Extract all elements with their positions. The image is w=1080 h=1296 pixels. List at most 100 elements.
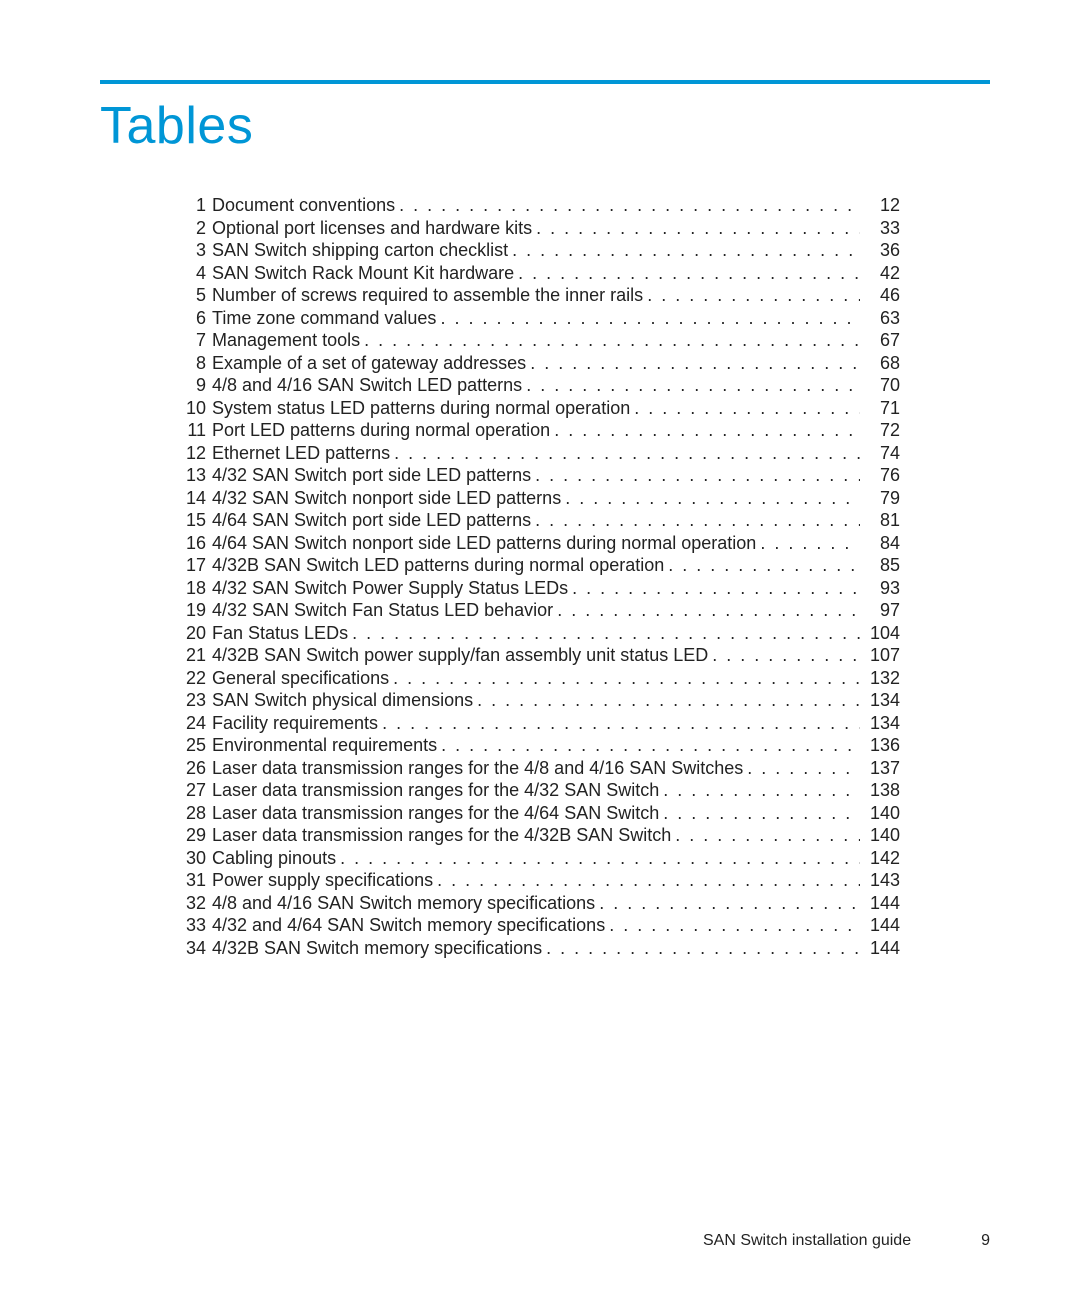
toc-entry-page: 36 xyxy=(860,239,900,262)
toc-entry-label: Laser data transmission ranges for the 4… xyxy=(212,757,743,780)
toc-entry-label: Port LED patterns during normal operatio… xyxy=(212,419,550,442)
toc-entry-number: 21 xyxy=(180,644,206,667)
footer-doc-title: SAN Switch installation guide xyxy=(703,1232,911,1250)
toc-leader-dots: . . . . . . . . . . . . . . . . . . . . … xyxy=(395,194,860,217)
toc-entry-label: Ethernet LED patterns xyxy=(212,442,390,465)
footer-page-number: 9 xyxy=(981,1232,990,1250)
toc-entry-number: 34 xyxy=(180,937,206,960)
toc-leader-dots: . . . . . . . . . . . . . . . . . . . . … xyxy=(561,487,860,510)
toc-entry-page: 142 xyxy=(860,847,900,870)
toc-leader-dots: . . . . . . . . . . . . . . . . . . . . … xyxy=(437,734,860,757)
toc-row: 7Management tools . . . . . . . . . . . … xyxy=(180,329,900,352)
toc-entry-number: 20 xyxy=(180,622,206,645)
toc-leader-dots: . . . . . . . . . . . . . . . . . . . . … xyxy=(473,689,860,712)
toc-entry-label: Optional port licenses and hardware kits xyxy=(212,217,532,240)
toc-leader-dots: . . . . . . . . . . . . . . . . . . . . … xyxy=(508,239,860,262)
toc-entry-number: 7 xyxy=(180,329,206,352)
toc-row: 5 Number of screws required to assemble t… xyxy=(180,284,900,307)
toc-entry-label: Laser data transmission ranges for the 4… xyxy=(212,802,659,825)
toc-entry-label: Cabling pinouts xyxy=(212,847,336,870)
toc-row: 12Ethernet LED patterns . . . . . . . . … xyxy=(180,442,900,465)
toc-entry-page: 144 xyxy=(860,892,900,915)
toc-leader-dots: . . . . . . . . . . . . . . . . . . . . … xyxy=(550,419,860,442)
toc-leader-dots: . . . . . . . . . . . . . . . . . . . . … xyxy=(433,869,860,892)
toc-entry-number: 14 xyxy=(180,487,206,510)
toc-entry-number: 2 xyxy=(180,217,206,240)
toc-entry-number: 29 xyxy=(180,824,206,847)
toc-entry-label: Number of screws required to assemble th… xyxy=(212,284,643,307)
toc-entry-number: 3 xyxy=(180,239,206,262)
toc-leader-dots: . . . . . . . . . . . . . . . . . . . . … xyxy=(743,757,860,780)
toc-leader-dots: . . . . . . . . . . . . . . . . . . . . … xyxy=(568,577,860,600)
toc-entry-number: 32 xyxy=(180,892,206,915)
tables-list: 1 Document conventions . . . . . . . . . … xyxy=(180,194,900,959)
toc-leader-dots: . . . . . . . . . . . . . . . . . . . . … xyxy=(708,644,860,667)
toc-entry-number: 33 xyxy=(180,914,206,937)
toc-entry-label: 4/32 SAN Switch Fan Status LED behavior xyxy=(212,599,553,622)
toc-leader-dots: . . . . . . . . . . . . . . . . . . . . … xyxy=(360,329,860,352)
toc-entry-page: 140 xyxy=(860,824,900,847)
toc-entry-page: 93 xyxy=(860,577,900,600)
toc-entry-number: 18 xyxy=(180,577,206,600)
toc-row: 28Laser data transmission ranges for the… xyxy=(180,802,900,825)
toc-entry-label: SAN Switch physical dimensions xyxy=(212,689,473,712)
toc-entry-label: 4/8 and 4/16 SAN Switch memory specifica… xyxy=(212,892,595,915)
toc-row: 20 Fan Status LEDs . . . . . . . . . . . … xyxy=(180,622,900,645)
toc-entry-page: 70 xyxy=(860,374,900,397)
toc-entry-number: 19 xyxy=(180,599,206,622)
section-title: Tables xyxy=(100,96,990,156)
toc-entry-number: 1 xyxy=(180,194,206,217)
toc-entry-page: 76 xyxy=(860,464,900,487)
toc-entry-number: 27 xyxy=(180,779,206,802)
toc-leader-dots: . . . . . . . . . . . . . . . . . . . . … xyxy=(336,847,860,870)
toc-entry-label: Example of a set of gateway addresses xyxy=(212,352,526,375)
page: Tables 1 Document conventions . . . . . .… xyxy=(0,0,1080,1296)
toc-entry-number: 12 xyxy=(180,442,206,465)
toc-row: 25Environmental requirements . . . . . .… xyxy=(180,734,900,757)
toc-entry-number: 25 xyxy=(180,734,206,757)
toc-entry-number: 23 xyxy=(180,689,206,712)
toc-entry-label: SAN Switch Rack Mount Kit hardware xyxy=(212,262,514,285)
toc-row: 134/32 SAN Switch port side LED patterns… xyxy=(180,464,900,487)
toc-row: 11Port LED patterns during normal operat… xyxy=(180,419,900,442)
toc-leader-dots: . . . . . . . . . . . . . . . . . . . . … xyxy=(542,937,860,960)
toc-row: 19 4/32 SAN Switch Fan Status LED behavio… xyxy=(180,599,900,622)
toc-entry-page: 42 xyxy=(860,262,900,285)
toc-entry-number: 17 xyxy=(180,554,206,577)
toc-entry-number: 5 xyxy=(180,284,206,307)
toc-row: 4SAN Switch Rack Mount Kit hardware . . … xyxy=(180,262,900,285)
toc-entry-page: 144 xyxy=(860,914,900,937)
toc-entry-label: 4/32 SAN Switch nonport side LED pattern… xyxy=(212,487,561,510)
toc-entry-page: 134 xyxy=(860,689,900,712)
toc-entry-number: 22 xyxy=(180,667,206,690)
toc-entry-page: 137 xyxy=(860,757,900,780)
toc-entry-page: 46 xyxy=(860,284,900,307)
toc-row: 214/32B SAN Switch power supply/fan asse… xyxy=(180,644,900,667)
toc-entry-label: Fan Status LEDs xyxy=(212,622,348,645)
toc-leader-dots: . . . . . . . . . . . . . . . . . . . . … xyxy=(348,622,860,645)
toc-entry-number: 10 xyxy=(180,397,206,420)
toc-entry-page: 81 xyxy=(860,509,900,532)
toc-row: 14 4/32 SAN Switch nonport side LED patte… xyxy=(180,487,900,510)
toc-row: 33 4/32 and 4/64 SAN Switch memory specif… xyxy=(180,914,900,937)
toc-row: 22General specifications . . . . . . . .… xyxy=(180,667,900,690)
toc-entry-label: 4/32B SAN Switch LED patterns during nor… xyxy=(212,554,664,577)
toc-row: 18 4/32 SAN Switch Power Supply Status LE… xyxy=(180,577,900,600)
toc-entry-page: 84 xyxy=(860,532,900,555)
toc-entry-number: 4 xyxy=(180,262,206,285)
toc-row: 1 Document conventions . . . . . . . . . … xyxy=(180,194,900,217)
toc-row: 94/8 and 4/16 SAN Switch LED patterns . … xyxy=(180,374,900,397)
toc-entry-number: 30 xyxy=(180,847,206,870)
toc-leader-dots: . . . . . . . . . . . . . . . . . . . . … xyxy=(595,892,860,915)
toc-entry-number: 6 xyxy=(180,307,206,330)
toc-entry-number: 24 xyxy=(180,712,206,735)
toc-entry-label: 4/32 and 4/64 SAN Switch memory specific… xyxy=(212,914,605,937)
toc-entry-page: 68 xyxy=(860,352,900,375)
toc-row: 27Laser data transmission ranges for the… xyxy=(180,779,900,802)
toc-entry-label: 4/32B SAN Switch memory specifications xyxy=(212,937,542,960)
toc-entry-label: 4/32 SAN Switch Power Supply Status LEDs xyxy=(212,577,568,600)
toc-leader-dots: . . . . . . . . . . . . . . . . . . . . … xyxy=(378,712,860,735)
toc-entry-label: Document conventions xyxy=(212,194,395,217)
toc-row: 6Time zone command values . . . . . . . … xyxy=(180,307,900,330)
toc-entry-page: 140 xyxy=(860,802,900,825)
